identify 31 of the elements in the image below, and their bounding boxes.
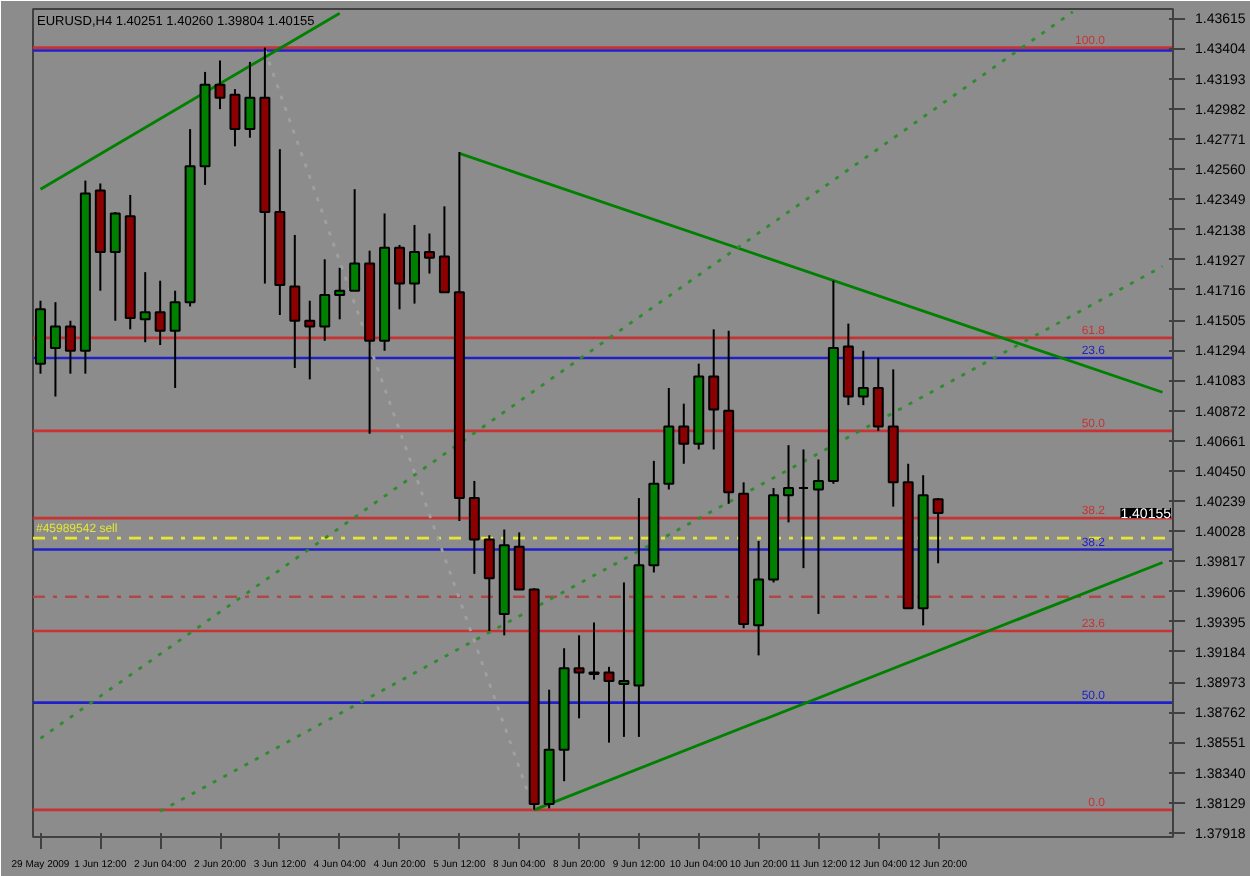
candlestick	[109, 211, 121, 322]
candlestick	[932, 497, 944, 565]
candlestick	[513, 531, 525, 591]
candlestick	[214, 59, 226, 111]
candlestick	[753, 539, 765, 657]
candlestick	[349, 188, 361, 292]
candlestick	[334, 266, 346, 321]
candlestick	[244, 60, 256, 139]
candlestick	[618, 581, 630, 738]
candlestick	[49, 301, 61, 398]
candlestick	[812, 458, 824, 615]
candlestick	[872, 356, 884, 432]
candlestick	[857, 349, 869, 407]
candlestick	[438, 205, 450, 294]
candlestick	[64, 319, 76, 375]
candlestick	[289, 233, 301, 369]
candlestick	[483, 534, 495, 633]
candlestick	[468, 479, 480, 575]
candlestick	[154, 279, 166, 347]
candlestick	[423, 232, 435, 275]
candlestick	[169, 289, 181, 389]
candlestick	[304, 299, 316, 381]
candlestick	[394, 243, 406, 311]
candlestick	[139, 271, 151, 344]
candlestick	[319, 258, 331, 342]
candlestick	[708, 328, 720, 451]
candlestick	[678, 402, 690, 465]
candlestick	[229, 88, 241, 148]
candlestick	[573, 634, 585, 720]
candlestick	[783, 444, 794, 524]
candlestick	[409, 223, 420, 305]
